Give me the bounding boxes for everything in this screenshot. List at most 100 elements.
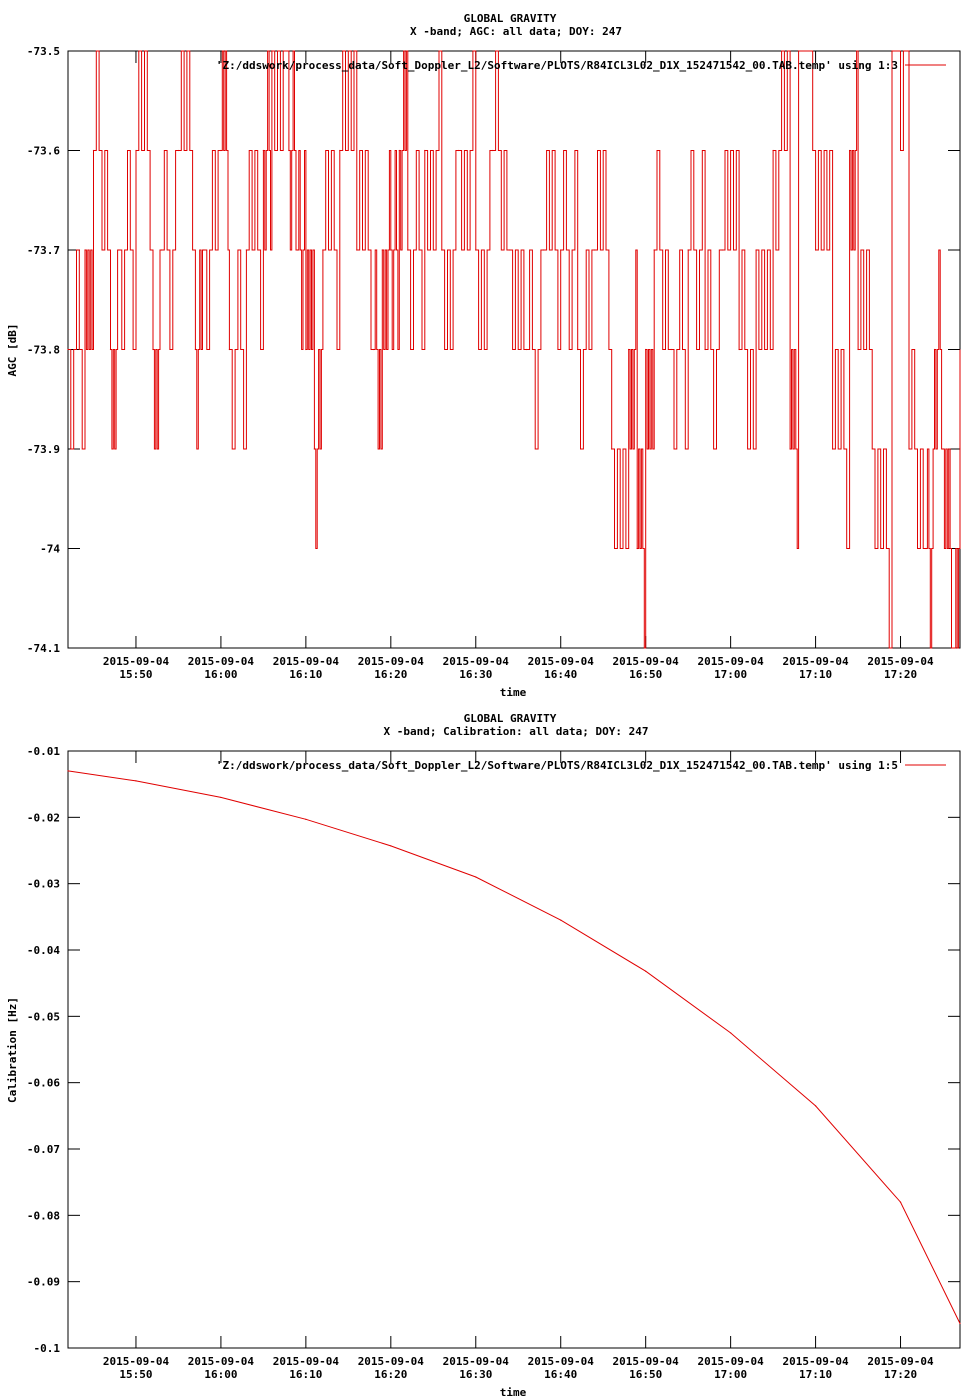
agc-data-point (789, 448, 791, 450)
calibration-y-axis-label: Calibration [Hz] (6, 997, 19, 1103)
agc-data-point (339, 149, 341, 152)
calibration-x-tick-time-label: 16:10 (289, 1368, 322, 1381)
calibration-x-tick-date-label: 2015-09-04 (358, 1355, 425, 1368)
agc-x-tick-date-label: 2015-09-04 (782, 655, 849, 668)
calibration-series (67, 770, 961, 1325)
agc-y-axis-label: AGC [dB] (6, 324, 19, 377)
calibration-data-point (220, 796, 222, 799)
agc-data-point (441, 249, 443, 251)
agc-x-tick-date-label: 2015-09-04 (443, 655, 510, 668)
agc-y-ticks: -73.5 -73.6 -73.7 -73.8 -73.9 -74 -74.1 (27, 45, 960, 655)
agc-x-tick-date-label: 2015-09-04 (528, 655, 595, 668)
agc-data-point (526, 348, 528, 351)
agc-x-tick-date-label: 2015-09-04 (613, 655, 680, 668)
agc-data-point (373, 348, 375, 351)
calibration-x-tick-date-label: 2015-09-04 (698, 1355, 765, 1368)
calibration-y-tick-label: -0.06 (27, 1077, 60, 1090)
agc-data-point (203, 249, 205, 251)
calibration-x-tick-time-label: 17:10 (799, 1368, 832, 1381)
agc-y-tick-label: -73.6 (27, 145, 60, 158)
calibration-chart-title: GLOBAL GRAVITY (464, 712, 557, 725)
agc-data-point (721, 249, 723, 251)
agc-chart: GLOBAL GRAVITY X -band; AGC: all data; D… (6, 12, 961, 699)
calibration-series-line (67, 770, 961, 1324)
agc-x-tick-time-label: 17:20 (884, 668, 917, 681)
agc-y-tick-label: -73.8 (27, 344, 60, 357)
agc-data-point (245, 249, 247, 251)
calibration-data-point (959, 1322, 961, 1325)
agc-data-point (322, 249, 324, 251)
agc-data-point (848, 149, 851, 152)
calibration-x-tick-time-label: 16:30 (459, 1368, 492, 1381)
agc-data-point (305, 348, 307, 351)
agc-x-axis-label: time (500, 686, 527, 699)
agc-data-point (262, 149, 264, 152)
calibration-data-point (67, 770, 69, 772)
calibration-x-tick-time-label: 16:50 (629, 1368, 662, 1381)
calibration-y-tick-label: -0.1 (34, 1342, 61, 1355)
agc-data-point (475, 249, 477, 251)
agc-data-point (118, 249, 120, 251)
calibration-x-tick-date-label: 2015-09-04 (782, 1355, 849, 1368)
agc-y-tick-label: -74 (40, 543, 60, 556)
calibration-y-tick-label: -0.02 (27, 811, 60, 824)
agc-x-tick-time-label: 17:10 (799, 668, 832, 681)
agc-data-point (933, 348, 936, 351)
calibration-legend-label: 'Z:/ddswork/process_data/Soft_Doppler_L2… (216, 759, 898, 772)
calibration-data-point (135, 780, 137, 782)
calibration-chart: GLOBAL GRAVITY X -band; Calibration: all… (6, 712, 961, 1399)
calibration-data-point (560, 919, 562, 921)
agc-data-point (313, 448, 315, 450)
calibration-x-tick-time-label: 17:20 (884, 1368, 917, 1381)
agc-data-point (67, 348, 69, 351)
calibration-data-point (814, 1105, 817, 1107)
agc-series-line (68, 50, 961, 649)
agc-data-point (959, 448, 961, 450)
agc-data-point (152, 348, 154, 351)
agc-data-point (356, 249, 358, 251)
agc-y-tick-label: -73.7 (27, 244, 60, 257)
agc-data-point (831, 448, 834, 450)
agc-data-point (908, 448, 910, 450)
calibration-chart-subtitle: X -band; Calibration: all data; DOY: 247 (384, 725, 649, 738)
agc-data-point (942, 448, 944, 450)
agc-data-point (492, 149, 494, 152)
calibration-data-point (645, 970, 647, 972)
agc-x-tick-time-label: 16:00 (204, 668, 237, 681)
calibration-y-ticks: -0.01 -0.02 -0.03 -0.04 -0.05 -0.06 -0.07 -0.08… (27, 745, 960, 1355)
agc-x-tick-date-label: 2015-09-04 (188, 655, 255, 668)
calibration-data-point (390, 845, 392, 847)
calibration-data-point (899, 1201, 902, 1203)
agc-data-point (687, 249, 689, 251)
calibration-data-point (730, 1032, 732, 1034)
agc-data-point (84, 249, 86, 251)
calibration-x-ticks: 2015-09-0415:502015-09-0416:002015-09-04… (103, 751, 934, 1381)
agc-data-point (398, 149, 400, 152)
agc-x-tick-time-label: 16:40 (544, 668, 577, 681)
agc-data-point (220, 149, 222, 152)
calibration-x-axis-label: time (500, 1386, 527, 1399)
agc-x-tick-time-label: 16:20 (374, 668, 407, 681)
agc-data-point (628, 348, 630, 351)
agc-data-point (611, 448, 613, 450)
agc-x-tick-time-label: 16:10 (289, 668, 322, 681)
agc-data-point (950, 647, 953, 649)
calibration-x-tick-date-label: 2015-09-04 (273, 1355, 340, 1368)
calibration-x-tick-date-label: 2015-09-04 (103, 1355, 170, 1368)
agc-data-point (458, 149, 460, 152)
agc-x-tick-date-label: 2015-09-04 (867, 655, 934, 668)
agc-data-point (704, 348, 706, 351)
agc-data-point (755, 249, 757, 251)
agc-data-point (228, 348, 231, 351)
agc-data-point (645, 348, 647, 351)
calibration-y-tick-label: -0.04 (27, 944, 60, 957)
calibration-y-tick-label: -0.09 (27, 1276, 60, 1289)
calibration-y-tick-label: -0.08 (27, 1209, 60, 1222)
calibration-x-tick-time-label: 17:00 (714, 1368, 747, 1381)
agc-data-point (738, 348, 740, 351)
calibration-x-tick-date-label: 2015-09-04 (443, 1355, 510, 1368)
calibration-x-tick-date-label: 2015-09-04 (613, 1355, 680, 1368)
agc-data-point (296, 249, 298, 251)
calibration-x-tick-date-label: 2015-09-04 (188, 1355, 255, 1368)
